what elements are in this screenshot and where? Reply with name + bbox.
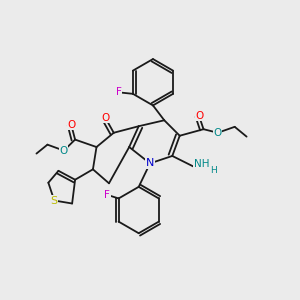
Text: F: F <box>104 190 110 200</box>
Text: H: H <box>210 166 217 175</box>
Text: O: O <box>60 146 68 156</box>
Text: S: S <box>51 196 58 206</box>
Text: F: F <box>116 87 122 97</box>
Text: N: N <box>146 158 154 168</box>
Text: O: O <box>214 128 222 138</box>
Text: O: O <box>67 120 75 130</box>
Text: O: O <box>101 113 110 123</box>
Text: NH: NH <box>194 159 209 169</box>
Text: O: O <box>195 111 203 121</box>
